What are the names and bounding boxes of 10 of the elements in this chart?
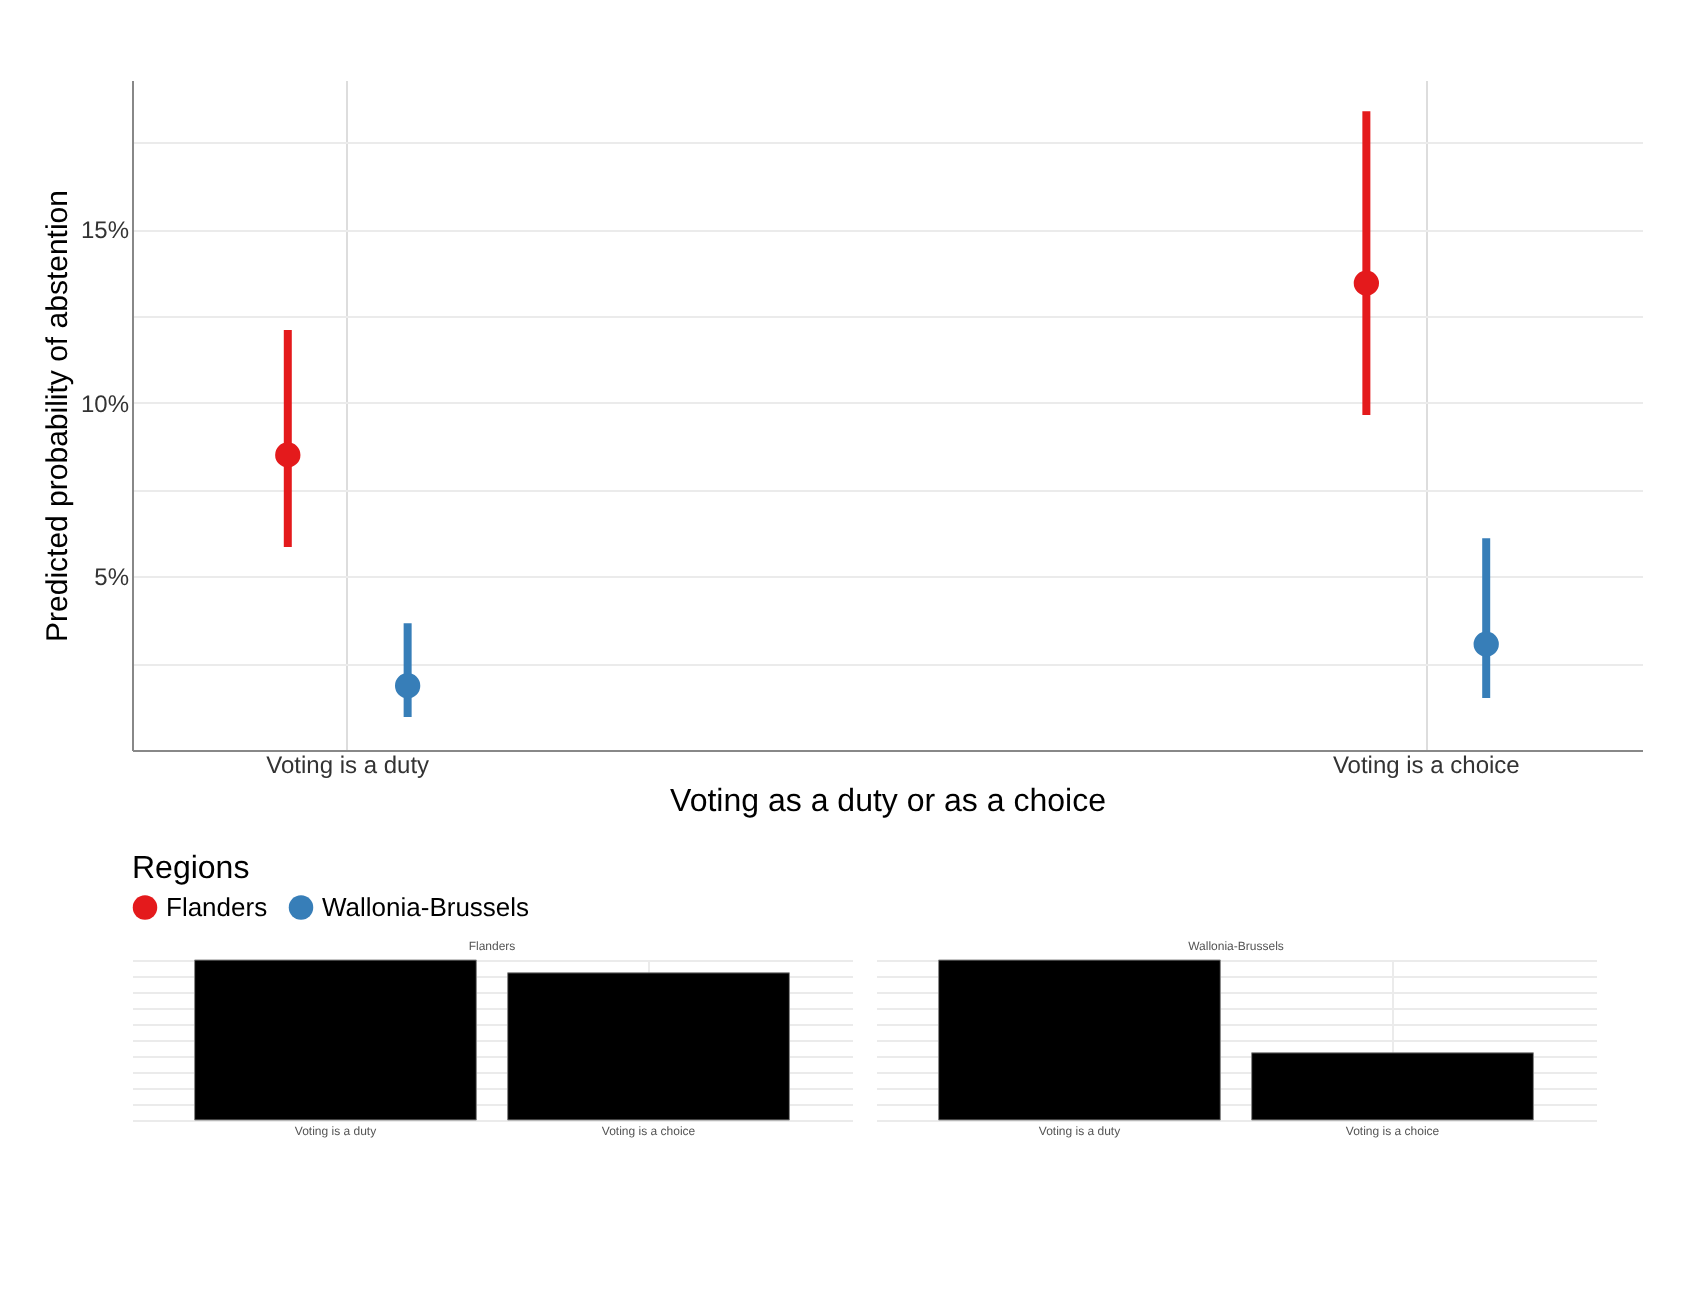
legend-label: Flanders <box>166 891 269 922</box>
y-tick-label: 15% <box>80 216 130 245</box>
x-axis-title: Voting as a duty or as a choice <box>670 785 1107 819</box>
y-tick-label: 5% <box>94 563 130 592</box>
legend-title: Regions <box>132 852 250 886</box>
x-tick-label: Voting is a duty <box>266 751 430 779</box>
x-tick-label: Voting is a choice <box>1332 751 1521 779</box>
legend-label: Wallonia-Brussels <box>322 891 531 922</box>
y-tick-label: 10% <box>80 389 130 418</box>
y-axis-title: Predicted probability of abstention <box>40 190 75 642</box>
